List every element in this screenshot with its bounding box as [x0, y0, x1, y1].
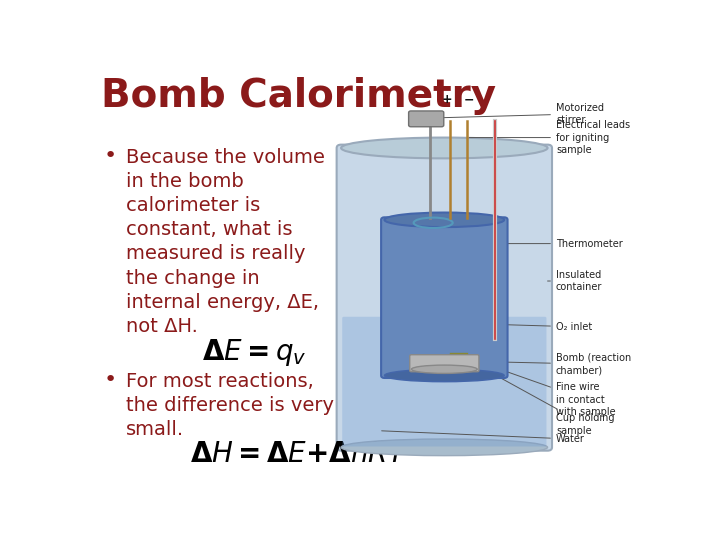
Text: Cup holding
sample: Cup holding sample	[480, 367, 614, 436]
Text: internal energy, ΔE,: internal energy, ΔE,	[126, 293, 319, 312]
Text: the difference is very: the difference is very	[126, 396, 334, 415]
Text: measured is really: measured is really	[126, 245, 306, 264]
FancyBboxPatch shape	[342, 317, 546, 447]
Text: $\mathbf{\Delta}$$\mathbf{\it{E}}$$\mathbf{ = }$$\mathbf{\it{q_v}}$: $\mathbf{\Delta}$$\mathbf{\it{E}}$$\math…	[202, 337, 306, 368]
Text: not ΔH.: not ΔH.	[126, 317, 198, 336]
Text: small.: small.	[126, 420, 184, 440]
Text: O₂ inlet: O₂ inlet	[507, 322, 592, 332]
Text: Thermometer: Thermometer	[498, 239, 623, 248]
Text: the change in: the change in	[126, 268, 260, 287]
FancyBboxPatch shape	[409, 111, 444, 127]
Text: Motorized
stirrer: Motorized stirrer	[433, 103, 604, 125]
Ellipse shape	[341, 138, 547, 158]
Ellipse shape	[384, 213, 504, 227]
Ellipse shape	[411, 365, 477, 373]
Ellipse shape	[384, 369, 504, 382]
FancyBboxPatch shape	[410, 355, 479, 372]
Text: •: •	[104, 146, 117, 166]
Ellipse shape	[341, 439, 547, 456]
Text: +: +	[442, 93, 452, 106]
Text: −: −	[464, 93, 474, 106]
Text: •: •	[104, 370, 117, 390]
Text: constant, what is: constant, what is	[126, 220, 293, 239]
Text: in the bomb: in the bomb	[126, 172, 244, 191]
Text: Bomb (reaction
chamber): Bomb (reaction chamber)	[507, 353, 631, 375]
Text: Because the volume: Because the volume	[126, 148, 325, 167]
Text: For most reactions,: For most reactions,	[126, 372, 314, 391]
Text: Fine wire
in contact
with sample: Fine wire in contact with sample	[455, 354, 616, 417]
Text: Bomb Calorimetry: Bomb Calorimetry	[101, 77, 496, 115]
Text: calorimeter is: calorimeter is	[126, 196, 261, 215]
Text: Insulated
container: Insulated container	[547, 270, 603, 292]
Text: Electrical leads
for igniting
sample: Electrical leads for igniting sample	[469, 120, 630, 155]
FancyBboxPatch shape	[337, 145, 552, 451]
Text: Water: Water	[382, 431, 585, 444]
FancyBboxPatch shape	[381, 217, 508, 378]
Text: $\mathbf{\Delta}$$\mathbf{\it{H}}$$\mathbf{ = \Delta}$$\mathbf{\it{E}}$$\mathbf{: $\mathbf{\Delta}$$\mathbf{\it{H}}$$\math…	[190, 440, 408, 468]
